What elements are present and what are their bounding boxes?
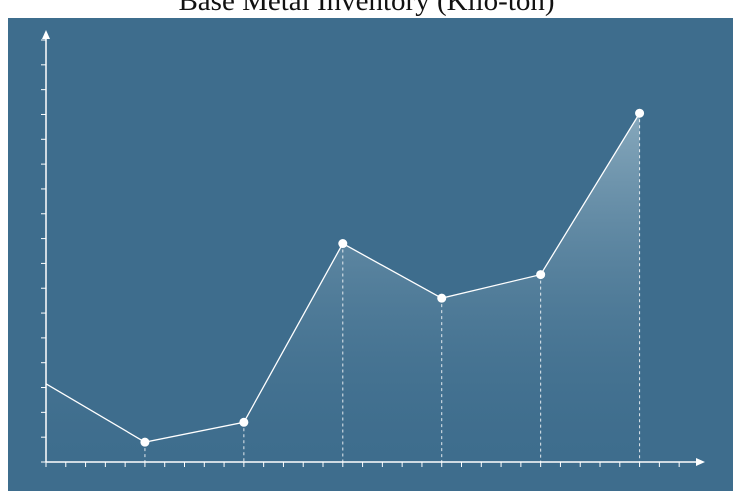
data-point — [239, 417, 249, 427]
data-point — [635, 108, 645, 118]
data-point — [437, 293, 447, 303]
x-axis-arrow — [696, 458, 705, 466]
data-point — [338, 239, 348, 249]
chart-title: Base Metal Inventory (Kilo-ton) — [178, 0, 555, 17]
data-point — [140, 437, 150, 447]
title-strip: Base Metal Inventory (Kilo-ton) — [0, 0, 733, 18]
y-axis-arrow — [42, 30, 50, 39]
data-point — [536, 270, 546, 280]
